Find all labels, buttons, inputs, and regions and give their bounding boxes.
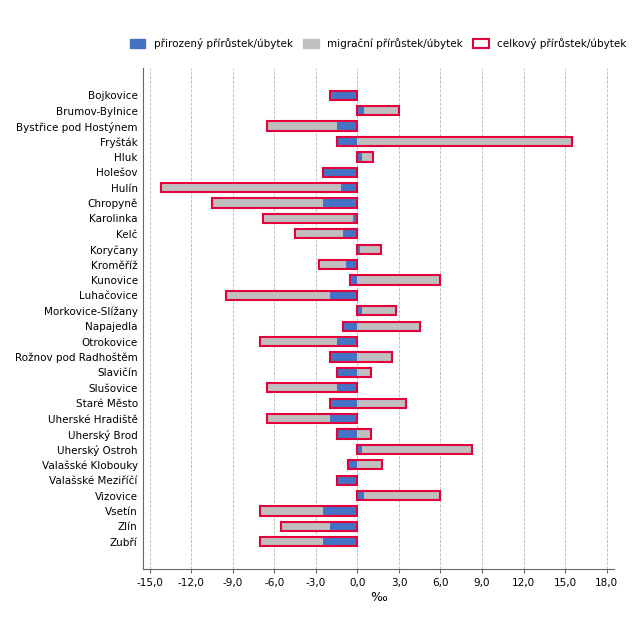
Bar — [348, 460, 382, 469]
Bar — [358, 106, 399, 115]
Bar — [337, 368, 358, 377]
Bar — [330, 91, 358, 100]
Bar — [330, 414, 358, 423]
Bar — [226, 291, 358, 300]
Bar — [330, 352, 392, 361]
Bar — [330, 399, 406, 408]
Bar — [330, 399, 358, 408]
Bar — [361, 306, 396, 316]
Bar — [351, 275, 441, 285]
Bar — [346, 260, 358, 269]
Bar — [358, 306, 361, 316]
Bar — [344, 229, 358, 238]
Bar — [267, 414, 330, 423]
Bar — [364, 491, 441, 500]
Bar — [161, 183, 341, 193]
Bar — [344, 322, 420, 331]
Bar — [260, 337, 358, 346]
Bar — [323, 537, 358, 547]
Bar — [267, 121, 358, 131]
Bar — [295, 229, 358, 238]
Bar — [330, 91, 337, 100]
Bar — [358, 445, 472, 454]
Bar — [263, 214, 358, 223]
Bar — [337, 475, 358, 485]
Bar — [226, 291, 330, 300]
Bar — [341, 183, 358, 193]
Bar — [337, 430, 371, 439]
Bar — [212, 199, 323, 208]
Bar — [267, 383, 358, 392]
Bar — [364, 106, 399, 115]
Bar — [212, 199, 358, 208]
Bar — [330, 352, 392, 361]
Bar — [330, 352, 358, 361]
Bar — [337, 137, 572, 146]
Bar — [323, 168, 358, 177]
Bar — [318, 260, 358, 269]
Bar — [337, 337, 358, 346]
Bar — [351, 275, 358, 285]
Legend: přirozený přírůstek/úbytek, migrační přírůstek/úbytek, celkový přírůstek/úbytek: přirozený přírůstek/úbytek, migrační pří… — [130, 38, 627, 49]
Bar — [337, 383, 358, 392]
Bar — [337, 368, 371, 377]
Bar — [330, 91, 358, 100]
Bar — [323, 168, 358, 177]
Bar — [260, 337, 337, 346]
Bar — [267, 383, 337, 392]
Bar — [260, 506, 323, 516]
X-axis label: ‰: ‰ — [370, 591, 387, 604]
Bar — [267, 414, 358, 423]
Bar — [330, 399, 406, 408]
Bar — [337, 430, 371, 439]
Bar — [360, 245, 381, 254]
Bar — [323, 168, 358, 177]
Bar — [323, 199, 358, 208]
Bar — [361, 445, 472, 454]
Bar — [337, 121, 358, 131]
Bar — [348, 460, 382, 469]
Bar — [344, 322, 420, 331]
Bar — [358, 152, 361, 162]
Bar — [358, 245, 381, 254]
Bar — [318, 260, 346, 269]
Bar — [330, 522, 358, 531]
Bar — [267, 121, 337, 131]
Bar — [337, 430, 358, 439]
Bar — [361, 152, 373, 162]
Bar — [358, 245, 360, 254]
Bar — [358, 306, 396, 316]
Bar — [353, 214, 358, 223]
Bar — [260, 506, 358, 516]
Bar — [281, 522, 358, 531]
Bar — [260, 537, 323, 547]
Bar — [161, 183, 358, 193]
Bar — [337, 475, 344, 485]
Bar — [323, 506, 358, 516]
Bar — [263, 214, 353, 223]
Bar — [348, 460, 358, 469]
Bar — [358, 152, 373, 162]
Bar — [260, 537, 358, 547]
Bar — [281, 522, 330, 531]
Bar — [337, 137, 572, 146]
Bar — [358, 106, 364, 115]
Bar — [337, 368, 371, 377]
Bar — [295, 229, 344, 238]
Bar — [344, 322, 358, 331]
Bar — [330, 291, 358, 300]
Bar — [337, 137, 358, 146]
Bar — [351, 275, 441, 285]
Bar — [337, 475, 358, 485]
Bar — [358, 491, 364, 500]
Bar — [358, 491, 441, 500]
Bar — [358, 445, 361, 454]
